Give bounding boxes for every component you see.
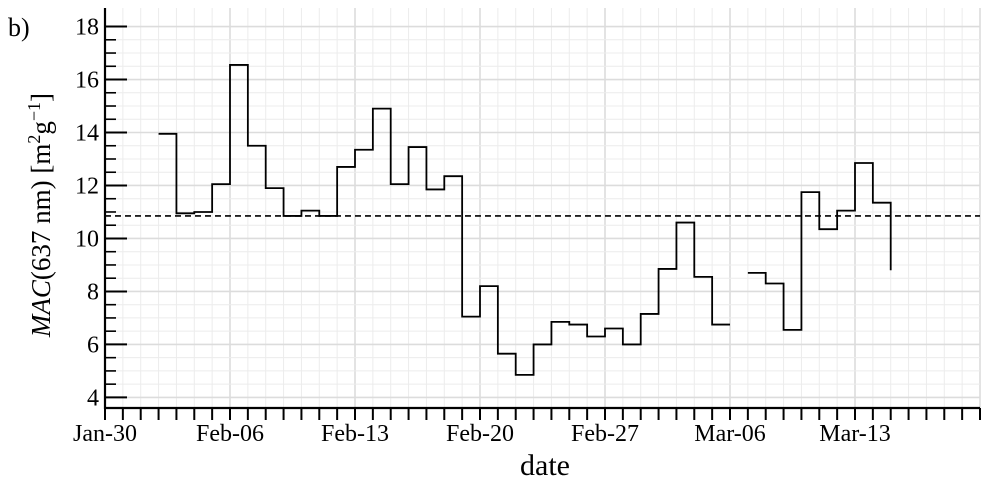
axes (103, 8, 981, 420)
x-tick-label: Mar-06 (694, 421, 766, 447)
y-tick-label: 6 (87, 332, 99, 358)
grid (104, 8, 981, 408)
y-tick-labels: 4 6 8 10 12 14 16 18 (75, 15, 99, 412)
y-axis-label-sup1: 2 (24, 135, 44, 144)
y-axis-label-end: ] (26, 93, 56, 102)
series-step-segment (158, 64, 730, 376)
x-tick-label: Feb-20 (446, 421, 514, 447)
y-axis-label: MAC(637 nm) [m2g−1] (24, 93, 56, 338)
y-axis-label-mid: g (26, 121, 56, 135)
panel-label: b) (8, 13, 30, 42)
x-tick-label: Jan-30 (73, 421, 137, 447)
y-tick-label: 12 (75, 173, 99, 199)
y-axis-label-rest: (637 nm) [m (26, 144, 56, 280)
y-tick-label: 10 (75, 226, 99, 252)
series-step-segment (747, 162, 892, 331)
y-tick-label: 4 (87, 385, 99, 411)
y-axis-label-sup2: −1 (24, 102, 44, 121)
y-tick-label: 18 (75, 15, 99, 41)
x-tick-label: Feb-13 (321, 421, 389, 447)
x-axis-label: date (520, 449, 570, 482)
x-tick-labels: Jan-30 Feb-06 Feb-13 Feb-20 Feb-27 Mar-06 Mar-… (73, 421, 891, 447)
y-axis-label-italic: MAC (26, 279, 56, 338)
y-tick-label: 16 (75, 68, 99, 94)
y-tick-label: 8 (87, 279, 99, 305)
x-tick-label: Mar-13 (819, 421, 891, 447)
x-tick-label: Feb-06 (196, 421, 264, 447)
y-tick-label: 14 (75, 121, 99, 147)
x-tick-label: Feb-27 (571, 421, 639, 447)
series-mac (158, 64, 892, 376)
